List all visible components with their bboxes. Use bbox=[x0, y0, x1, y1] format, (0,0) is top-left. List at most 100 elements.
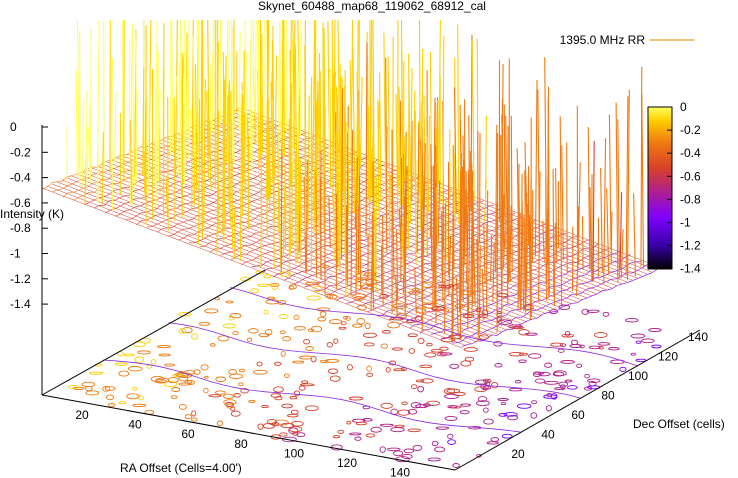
spike bbox=[179, 19, 182, 135]
right-edge bbox=[454, 329, 701, 471]
spike bbox=[404, 131, 407, 247]
spike bbox=[517, 220, 520, 300]
contour-blob bbox=[553, 370, 567, 377]
contour-blob bbox=[329, 294, 338, 300]
mesh-line bbox=[56, 181, 478, 343]
contour-blob bbox=[191, 410, 197, 417]
mesh-line bbox=[398, 242, 600, 325]
spike bbox=[429, 166, 433, 238]
contour-blob bbox=[576, 363, 583, 368]
contour-blob bbox=[651, 344, 662, 349]
contour-blob bbox=[447, 433, 454, 440]
contour-blob bbox=[306, 295, 321, 301]
contour-blob bbox=[282, 336, 292, 342]
spike bbox=[442, 36, 445, 206]
spike bbox=[463, 205, 467, 257]
spike bbox=[90, 27, 92, 183]
spike bbox=[419, 108, 422, 230]
contour-blob bbox=[635, 340, 642, 344]
spike bbox=[484, 179, 487, 222]
spike bbox=[455, 277, 459, 335]
base-contours bbox=[68, 264, 662, 468]
contour-line bbox=[230, 287, 638, 367]
spike bbox=[615, 102, 619, 282]
contour-blob bbox=[203, 375, 209, 379]
contour-blob bbox=[439, 352, 453, 356]
spike bbox=[409, 68, 413, 223]
contour-blob bbox=[269, 282, 280, 288]
contour-blob bbox=[518, 328, 530, 336]
spike bbox=[510, 115, 513, 272]
contour-blob bbox=[157, 345, 171, 349]
z-tick-label: -0.4 bbox=[10, 171, 31, 185]
spike bbox=[230, 19, 234, 158]
contour-blob bbox=[630, 333, 646, 339]
contour-blob bbox=[88, 371, 104, 375]
contour-blob bbox=[392, 303, 408, 309]
spike bbox=[407, 53, 411, 177]
contour-blob bbox=[328, 368, 338, 374]
mesh-line bbox=[61, 179, 483, 341]
spike bbox=[228, 80, 231, 217]
contour-blob bbox=[552, 371, 565, 377]
spike bbox=[377, 183, 381, 235]
contour-blob bbox=[462, 314, 475, 318]
spike bbox=[319, 70, 322, 155]
colorbar-tick-label: 0 bbox=[680, 100, 687, 114]
z-tick-label: -0.6 bbox=[10, 196, 31, 210]
contour-blob bbox=[417, 337, 425, 345]
spike bbox=[295, 147, 297, 225]
spike bbox=[421, 128, 424, 208]
spike bbox=[617, 119, 620, 279]
spike bbox=[398, 127, 402, 211]
spike bbox=[176, 76, 180, 176]
contour-blob bbox=[257, 423, 264, 430]
contour-blob bbox=[224, 402, 234, 407]
spike bbox=[288, 171, 292, 255]
spike bbox=[349, 60, 353, 180]
spike bbox=[340, 88, 344, 260]
spike bbox=[238, 89, 243, 150]
spike bbox=[503, 104, 506, 248]
spike bbox=[355, 156, 358, 295]
spike bbox=[483, 224, 486, 285]
contour-blob bbox=[514, 379, 522, 384]
spike bbox=[407, 75, 410, 250]
z-tick-label: -1.2 bbox=[10, 272, 31, 286]
spike bbox=[114, 91, 117, 163]
contour-blob bbox=[209, 343, 216, 347]
y-tick-label: 80 bbox=[601, 389, 615, 403]
contour-blob bbox=[346, 420, 352, 425]
contour-blob bbox=[257, 283, 270, 287]
contour-blob bbox=[292, 360, 305, 364]
contour-blob bbox=[319, 359, 329, 363]
contour-blob bbox=[447, 405, 458, 409]
spike bbox=[343, 169, 347, 297]
spike bbox=[188, 109, 192, 159]
spike bbox=[230, 91, 234, 249]
spike bbox=[277, 133, 280, 232]
contour-blob bbox=[417, 385, 425, 393]
contour-blob bbox=[449, 335, 463, 340]
spike bbox=[377, 101, 380, 164]
contour-blob bbox=[303, 338, 311, 345]
spike bbox=[581, 216, 584, 270]
spike bbox=[239, 82, 243, 262]
mesh-line bbox=[91, 167, 513, 329]
spike bbox=[538, 171, 541, 302]
contour-blob bbox=[516, 403, 532, 409]
contour-blob bbox=[312, 285, 323, 293]
contour-blob bbox=[481, 309, 489, 316]
contour-blob bbox=[263, 274, 272, 279]
contour-blob bbox=[299, 383, 315, 387]
spike bbox=[501, 63, 504, 231]
colorbar-tick-label: -0.8 bbox=[680, 192, 701, 206]
spike bbox=[356, 71, 360, 205]
contour-blob bbox=[559, 384, 566, 390]
spike bbox=[373, 207, 377, 293]
contour-blob bbox=[518, 359, 527, 364]
contour-blob bbox=[253, 369, 268, 375]
contour-blob bbox=[460, 403, 471, 407]
spike bbox=[552, 168, 555, 298]
spike bbox=[171, 19, 174, 152]
